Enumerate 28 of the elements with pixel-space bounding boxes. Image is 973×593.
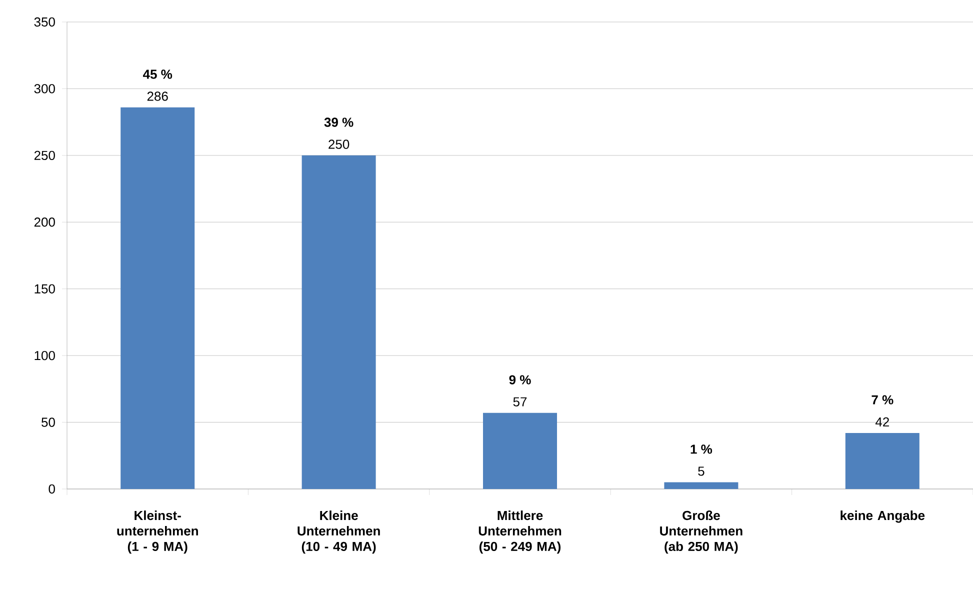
data-label: 57 xyxy=(513,397,527,406)
y-tick-label: 250 xyxy=(34,150,55,160)
data-label: 286 xyxy=(147,92,168,101)
y-tick-label: 300 xyxy=(34,84,55,94)
x-tick-label: keine Angabe xyxy=(840,510,925,523)
y-tick-label: 100 xyxy=(34,350,55,360)
annotation: 45 % xyxy=(143,70,172,79)
y-tick-label: 0 xyxy=(48,484,55,494)
y-tick-label: 200 xyxy=(34,218,55,227)
annotation: 9 % xyxy=(509,375,531,384)
data-label: 250 xyxy=(328,140,350,149)
y-tick-label: 350 xyxy=(34,17,55,27)
data-label: 42 xyxy=(875,417,889,426)
bar xyxy=(302,155,376,489)
x-tick-label: Kleine Unternehmen (10 - 49 MA) xyxy=(298,510,380,554)
x-tick-label: Mittlere Unternehmen (50 - 249 MA) xyxy=(478,510,562,554)
annotation: 7 % xyxy=(872,395,894,404)
bar xyxy=(845,432,920,489)
x-tick-label: Kleinst- unternehmen (1 - 9 MA) xyxy=(117,510,198,554)
annotation: 39 % xyxy=(324,118,354,127)
bar xyxy=(120,107,195,489)
data-label: 5 xyxy=(698,466,704,476)
y-tick-label: 50 xyxy=(42,418,55,427)
bar xyxy=(664,482,738,489)
annotation: 1 % xyxy=(690,444,712,454)
x-tick-label: Große Unternehmen (ab 250 MA) xyxy=(660,510,742,554)
y-tick-label: 150 xyxy=(34,284,55,294)
bar xyxy=(483,412,558,489)
